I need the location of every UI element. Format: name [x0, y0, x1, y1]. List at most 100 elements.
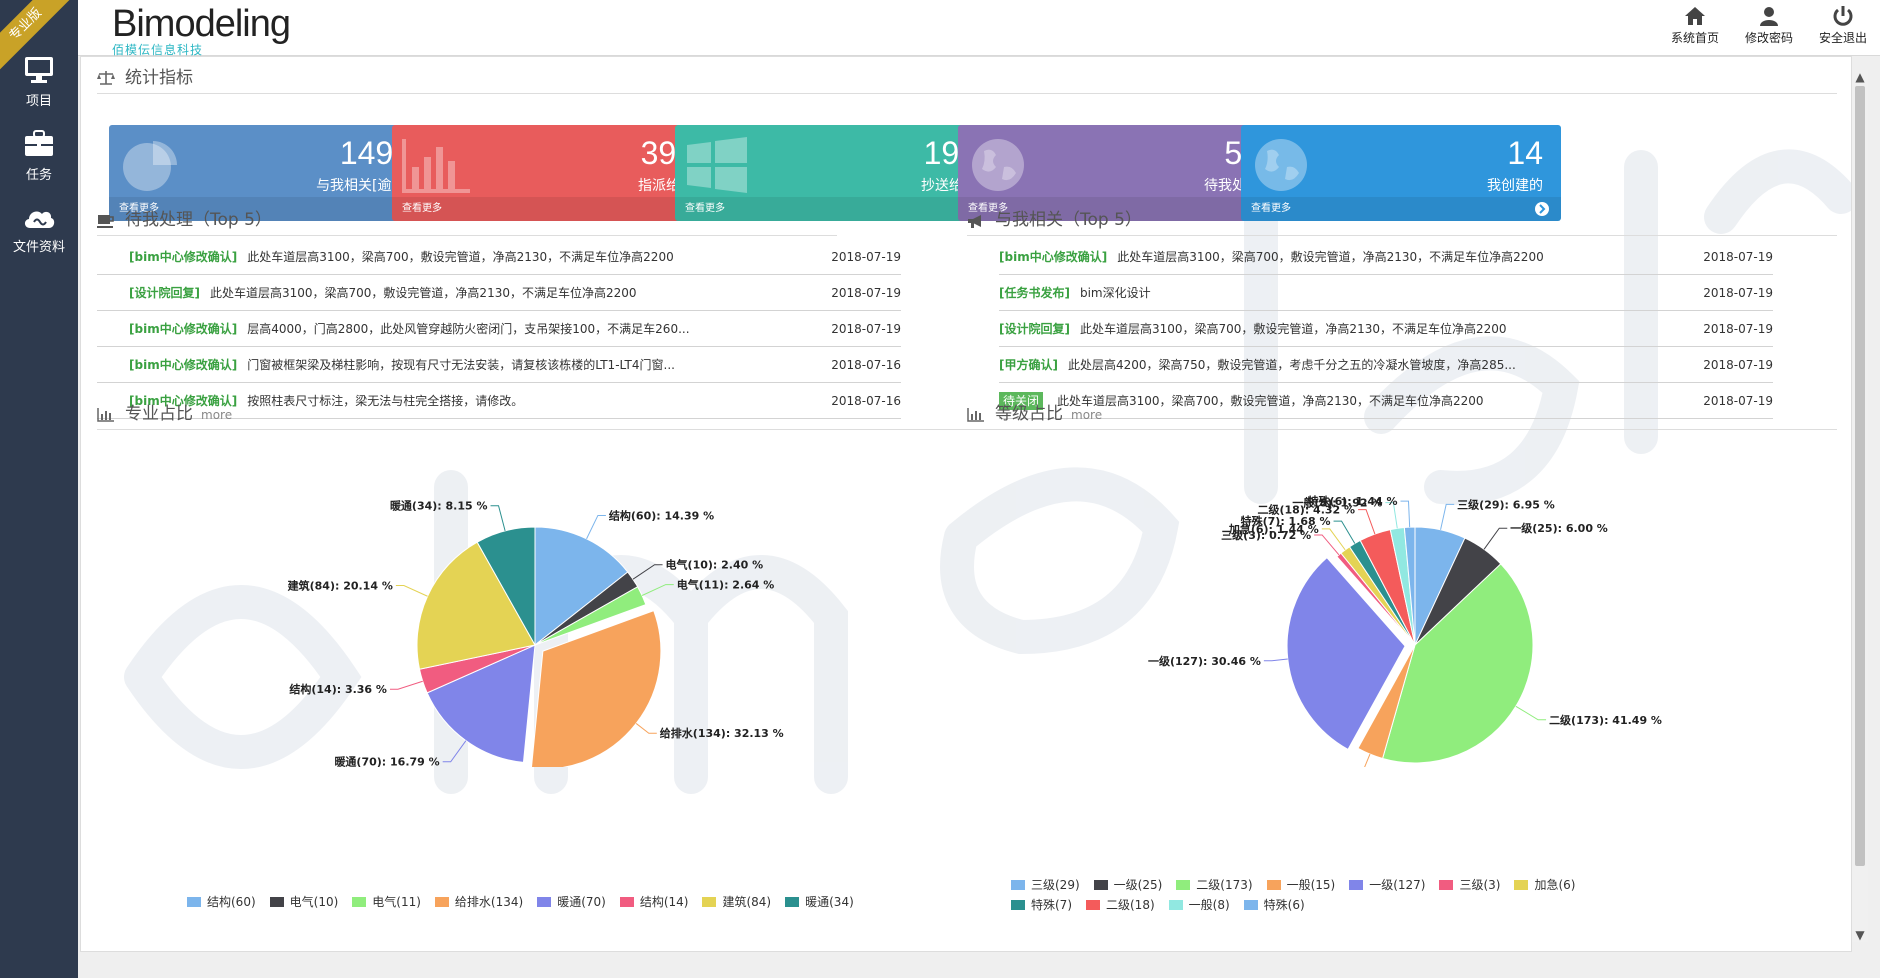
pie-slice[interactable]	[1403, 526, 1416, 646]
stat-card[interactable]: 14 我创建的 查看更多	[1241, 125, 1561, 221]
status-tag: [bim中心修改确认]	[129, 394, 238, 408]
list-item[interactable]: [甲方确认] 此处层高4200，梁高750，敷设完管道，考虑千分之五的冷凝水管坡度…	[999, 347, 1773, 383]
pie-slice[interactable]	[416, 541, 536, 670]
status-tag: [设计院回复]	[999, 322, 1070, 336]
legend-label: 给排水(134)	[454, 895, 524, 909]
change-password-button[interactable]: 修改密码	[1734, 6, 1804, 46]
legend-item[interactable]: 特殊(6)	[1243, 895, 1305, 915]
list-item[interactable]: [bim中心修改确认] 门窗被框架梁及梯柱影响，按现有尺寸无法安装，请复核该栋楼的…	[97, 347, 901, 383]
home-icon	[1685, 7, 1705, 25]
pie-data-label: 一级(25): 6.00 %	[1510, 521, 1608, 535]
list-item-text: 此处层高4200，梁高750，敷设完管道，考虑千分之五的冷凝水管坡度，净高285…	[1067, 358, 1516, 372]
legend-item[interactable]: 给排水(134)	[434, 893, 524, 910]
pie-data-label: 二级(173): 41.49 %	[1549, 713, 1662, 727]
divider	[967, 235, 1837, 236]
more-link-text: 查看更多	[968, 203, 1008, 214]
home-button[interactable]: 系统首页	[1660, 6, 1730, 46]
legend-label: 三级(29)	[1031, 878, 1080, 892]
legend-item[interactable]: 二级(173)	[1176, 875, 1253, 895]
related-list: [bim中心修改确认] 此处车道层高3100，梁高700，敷设完管道，净高2130…	[999, 239, 1773, 419]
list-item[interactable]: [设计院回复] 此处车道层高3100，梁高700，敷设完管道，净高2130，不满足…	[999, 311, 1773, 347]
legend-label: 一般(8)	[1188, 898, 1230, 912]
legend-item[interactable]: 一般(15)	[1266, 875, 1335, 895]
related-title-text: 与我相关（Top 5）	[995, 210, 1142, 230]
legend-item[interactable]: 加急(6)	[1514, 875, 1575, 895]
grade-more-link[interactable]: more	[1071, 408, 1103, 422]
legend-item[interactable]: 暖通(34)	[785, 893, 854, 910]
pie-slice[interactable]	[1381, 563, 1534, 764]
stat-card-more-link[interactable]: 查看更多	[392, 197, 712, 221]
legend-swatch	[537, 897, 552, 907]
legend-item[interactable]: 结构(14)	[619, 893, 688, 910]
list-item[interactable]: [bim中心修改确认] 按照柱表尺寸标注，梁无法与柱完全搭接，请修改。 2018-0…	[97, 383, 901, 419]
pie-slice[interactable]	[1286, 556, 1406, 751]
sidebar-item-files[interactable]: 文件资料	[0, 206, 78, 255]
pie-data-label: 给排水(134): 32.13 %	[660, 726, 784, 740]
legend-item[interactable]: 暖通(70)	[537, 893, 606, 910]
logout-button[interactable]: 安全退出	[1808, 6, 1878, 46]
legend-item[interactable]: 三级(3)	[1439, 875, 1500, 895]
sidebar-item-tasks[interactable]: 任务	[0, 130, 78, 183]
legend-item[interactable]: 一般(8)	[1168, 895, 1230, 915]
stat-card-more-link[interactable]: 查看更多	[1241, 197, 1561, 221]
home-button-label: 系统首页	[1670, 31, 1719, 45]
pending-section-title: 待我处理（Top 5）	[97, 205, 272, 230]
legend-swatch	[1514, 880, 1529, 890]
legend-label: 加急(6)	[1534, 878, 1576, 892]
scroll-down-arrow-icon[interactable]: ▼	[1855, 928, 1865, 942]
scrollbar-thumb[interactable]	[1855, 86, 1865, 866]
stat-card[interactable]: 395 指派给我 查看更多	[392, 125, 712, 221]
brand-logo[interactable]: Bimodeling 佰模伝信息科技	[112, 4, 291, 58]
scroll-up-arrow-icon[interactable]: ▲	[1855, 70, 1865, 84]
legend-label: 电气(10)	[289, 895, 339, 909]
stat-card[interactable]: 191 抄送给我 查看更多	[675, 125, 995, 221]
briefcase-icon	[25, 130, 53, 156]
pie-data-label: 三级(29): 6.95 %	[1457, 497, 1555, 511]
legend-item[interactable]: 结构(60)	[187, 893, 256, 910]
specialty-pie-chart: 结构(60): 14.39 % 电气(10): 2.40 % 电气(11): 2.6…	[288, 499, 784, 767]
list-item[interactable]: [bim中心修改确认] 层高4000，门高2800，此处风管穿越防火密闭门，支吊架…	[97, 311, 901, 347]
list-item[interactable]: [任务书发布] bim深化设计 2018-07-19	[999, 275, 1773, 311]
grade-title-text: 等级占比	[995, 404, 1063, 424]
pie-label-connector	[641, 584, 674, 596]
list-item[interactable]: [bim中心修改确认] 此处车道层高3100，梁高700，敷设完管道，净高2130…	[97, 239, 901, 275]
list-item-text: 按照柱表尺寸标注，梁无法与柱完全搭接，请修改。	[247, 394, 524, 408]
list-item[interactable]: [bim中心修改确认] 此处车道层高3100，梁高700，敷设完管道，净高2130…	[999, 239, 1773, 275]
specialty-more-link[interactable]: more	[201, 408, 233, 422]
pie-slice[interactable]	[534, 586, 647, 646]
legend-item[interactable]: 建筑(84)	[702, 893, 771, 910]
legend-item[interactable]: 特殊(7)	[1011, 895, 1072, 915]
pie-label-connector	[586, 514, 606, 540]
page-scrollbar[interactable]: ▲ ▼	[1852, 70, 1868, 942]
user-icon	[1760, 7, 1778, 26]
status-tag: [bim中心修改确认]	[129, 322, 238, 336]
legend-item[interactable]: 一级(127)	[1349, 875, 1425, 895]
legend-item[interactable]: 三级(29)	[1011, 875, 1080, 895]
pie-label-connector	[1321, 528, 1346, 551]
legend-item[interactable]: 电气(11)	[352, 893, 421, 910]
pie-slice[interactable]	[531, 610, 662, 767]
sidebar-item-label: 文件资料	[12, 240, 65, 255]
list-item[interactable]: 待关闭 此处车道层高3100，梁高700，敷设完管道，净高2130，不满足车位净高…	[999, 383, 1773, 419]
pie-label-connector	[442, 740, 467, 763]
pie-data-label: 建筑(84): 20.14 %	[288, 578, 393, 592]
pie-slice[interactable]	[476, 526, 536, 647]
grade-pie-chart: 三级(29): 6.95 % 一级(25): 6.00 % 二级(173): 41.…	[1148, 494, 1662, 767]
list-item-date: 2018-07-19	[1703, 322, 1773, 336]
pie-label-connector	[1385, 502, 1398, 529]
stat-card-more-link[interactable]: 查看更多	[109, 197, 429, 221]
legend-item[interactable]: 电气(10)	[269, 893, 339, 910]
more-link-text: 查看更多	[402, 203, 442, 214]
legend-item[interactable]: 一级(25)	[1093, 875, 1162, 895]
sidebar-item-projects[interactable]: 项目	[0, 56, 78, 109]
grade-chart-title: 等级占比 more	[967, 399, 1102, 424]
legend-swatch	[1439, 880, 1454, 890]
list-item[interactable]: [设计院回复] 此处车道层高3100，梁高700，敷设完管道，净高2130，不满足…	[97, 275, 901, 311]
bar-chart-icon	[402, 137, 472, 197]
stat-card-more-link[interactable]: 查看更多	[675, 197, 995, 221]
more-link-text: 查看更多	[685, 203, 725, 214]
legend-item[interactable]: 二级(18)	[1086, 895, 1155, 915]
list-item-text: 门窗被框架梁及梯柱影响，按现有尺寸无法安装，请复核该栋楼的LT1-LT4门窗..…	[247, 358, 675, 372]
legend-swatch	[269, 897, 284, 907]
